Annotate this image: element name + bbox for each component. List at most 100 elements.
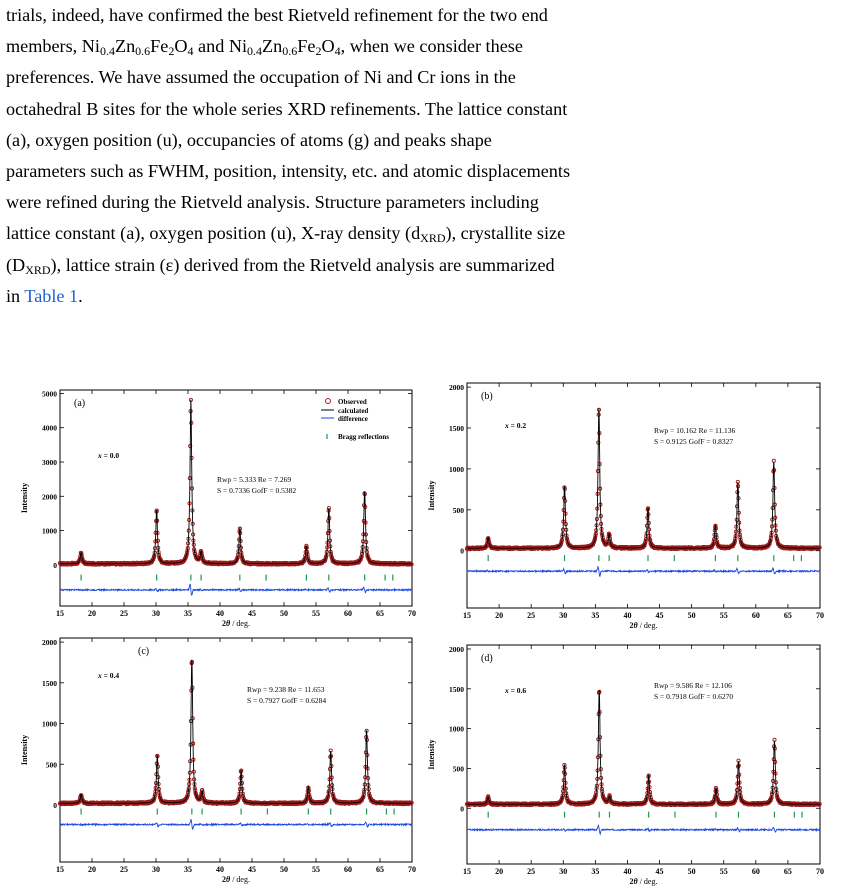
y-tick-label: 1000 bbox=[449, 725, 464, 734]
legend-bragg-label: Bragg reflections bbox=[338, 433, 389, 441]
x-tick-label: 25 bbox=[120, 609, 128, 618]
x-tick-label: 40 bbox=[216, 609, 224, 618]
x-axis-label: 2θ / deg. bbox=[630, 877, 658, 886]
panel-label: (b) bbox=[481, 391, 493, 402]
y-tick-label: 500 bbox=[453, 764, 465, 773]
y-tick-label: 1000 bbox=[42, 527, 57, 536]
table-1-link[interactable]: Table 1 bbox=[24, 285, 79, 306]
plot-frame bbox=[466, 382, 821, 609]
fit-stat-text: S = 0.7918 GofF = 0.6270 bbox=[654, 692, 733, 701]
y-axis-label: Intensity bbox=[427, 739, 436, 769]
y-tick-label: 2000 bbox=[42, 638, 57, 647]
y-tick-label: 0 bbox=[53, 801, 57, 810]
x-axis-label: 2θ / deg. bbox=[630, 621, 658, 630]
panel-label: (d) bbox=[481, 653, 493, 664]
legend-difference-label: difference bbox=[338, 415, 368, 423]
x-tick-label: 15 bbox=[56, 865, 64, 874]
x-tick-label: 45 bbox=[656, 611, 664, 620]
x-tick-label: 65 bbox=[376, 609, 384, 618]
fit-stat-text: Rwp = 9.238 Re = 11.653 bbox=[247, 685, 325, 694]
x-tick-label: 35 bbox=[591, 611, 599, 620]
x-tick-label: 50 bbox=[280, 865, 288, 874]
x-tick-label: 20 bbox=[88, 865, 96, 874]
observed-point bbox=[817, 545, 822, 550]
y-tick-label: 0 bbox=[460, 547, 464, 556]
x-tick-label: 25 bbox=[527, 611, 535, 620]
x-tick-label: 35 bbox=[184, 609, 192, 618]
x-axis-label: 2θ / deg. bbox=[222, 619, 250, 628]
plot-frame bbox=[59, 637, 413, 863]
y-tick-label: 1500 bbox=[42, 679, 57, 688]
observed-series bbox=[464, 689, 822, 808]
x-tick-label: 65 bbox=[784, 867, 792, 876]
body-paragraph: trials, indeed, have confirmed the best … bbox=[6, 0, 838, 312]
x-tick-label: 65 bbox=[376, 865, 384, 874]
text-line: (DXRD), lattice strain (ε) derived from … bbox=[6, 254, 555, 277]
x-tick-label: 25 bbox=[120, 865, 128, 874]
text-line: (a), oxygen position (u), occupancies of… bbox=[6, 129, 492, 150]
x-tick-label: 60 bbox=[344, 609, 352, 618]
x-tick-label: 55 bbox=[720, 611, 728, 620]
y-tick-label: 1500 bbox=[449, 424, 464, 433]
x-tick-label: 20 bbox=[495, 867, 503, 876]
x-tick-label: 70 bbox=[816, 611, 824, 620]
x-axis-label: 2θ / deg. bbox=[222, 875, 250, 884]
chart-panel: 15 20 25 30 35 40 45 50 55 60 65 70 0 1000 2000 3000 400… bbox=[20, 389, 416, 628]
fit-stat-text: S = 0.9125 GofF = 0.8327 bbox=[654, 437, 733, 446]
chart-panel: 15 20 25 30 35 40 45 50 55 60 65 70 0 500 1000 1500 2000… bbox=[20, 637, 416, 884]
composition-label: x = 0.2 bbox=[504, 421, 526, 430]
text-line: lattice constant (a), oxygen position (u… bbox=[6, 223, 566, 246]
x-tick-label: 15 bbox=[463, 611, 471, 620]
x-tick-label: 15 bbox=[56, 609, 64, 618]
y-axis-label: Intensity bbox=[427, 480, 436, 510]
x-tick-label: 70 bbox=[408, 609, 416, 618]
x-tick-label: 30 bbox=[152, 609, 160, 618]
observed-series bbox=[57, 660, 414, 807]
y-tick-label: 1000 bbox=[42, 720, 57, 729]
y-tick-label: 4000 bbox=[42, 424, 57, 433]
x-tick-label: 15 bbox=[463, 867, 471, 876]
calculated-line bbox=[60, 399, 412, 565]
x-tick-label: 20 bbox=[495, 611, 503, 620]
y-tick-label: 500 bbox=[453, 506, 465, 515]
composition-label: x = 0.6 bbox=[504, 686, 526, 695]
x-tick-label: 50 bbox=[280, 609, 288, 618]
x-tick-label: 35 bbox=[591, 867, 599, 876]
x-tick-label: 60 bbox=[752, 611, 760, 620]
difference-line bbox=[59, 818, 413, 830]
calculated-line bbox=[467, 408, 820, 549]
x-tick-label: 55 bbox=[720, 867, 728, 876]
y-axis-label: Intensity bbox=[20, 735, 29, 765]
x-tick-label: 45 bbox=[656, 867, 664, 876]
panel-label: (a) bbox=[74, 398, 85, 409]
x-tick-label: 45 bbox=[248, 609, 256, 618]
x-tick-label: 50 bbox=[688, 867, 696, 876]
text-line: in Table 1. bbox=[6, 285, 83, 306]
composition-label: x = 0.0 bbox=[97, 451, 119, 460]
difference-line bbox=[466, 565, 821, 578]
difference-line bbox=[466, 823, 821, 836]
plot-frame bbox=[59, 389, 413, 607]
y-tick-label: 2000 bbox=[42, 492, 57, 501]
x-tick-label: 70 bbox=[816, 867, 824, 876]
fit-stat-text: S = 0.7927 GofF = 0.6284 bbox=[247, 696, 326, 705]
text-line: members, Ni0.4Zn0.6Fe2O4 and Ni0.4Zn0.6F… bbox=[6, 36, 523, 59]
x-tick-label: 30 bbox=[559, 867, 567, 876]
calculated-line bbox=[60, 659, 412, 804]
y-tick-label: 3000 bbox=[42, 458, 57, 467]
fit-stat-text: Rwp = 5.333 Re = 7.269 bbox=[217, 475, 291, 484]
x-tick-label: 60 bbox=[752, 867, 760, 876]
fit-stat-text: Rwp = 10.162 Re = 11.136 bbox=[654, 426, 736, 435]
text-line: octahedral B sites for the whole series … bbox=[6, 98, 568, 119]
x-tick-label: 55 bbox=[312, 865, 320, 874]
chart-panel: 15 20 25 30 35 40 45 50 55 60 65 70 0 500 1000 1500 2000… bbox=[427, 382, 824, 630]
chart-panel: 15 20 25 30 35 40 45 50 55 60 65 70 0 500 1000 1500 2000… bbox=[427, 644, 824, 886]
y-tick-label: 5000 bbox=[42, 389, 57, 398]
x-tick-label: 50 bbox=[688, 611, 696, 620]
difference-line bbox=[59, 583, 413, 596]
x-tick-label: 70 bbox=[408, 865, 416, 874]
fit-stat-text: S = 0.7336 GofF = 0.5382 bbox=[217, 486, 296, 495]
text-line: parameters such as FWHM, position, inten… bbox=[6, 161, 571, 182]
text-line: trials, indeed, have confirmed the best … bbox=[6, 5, 548, 25]
